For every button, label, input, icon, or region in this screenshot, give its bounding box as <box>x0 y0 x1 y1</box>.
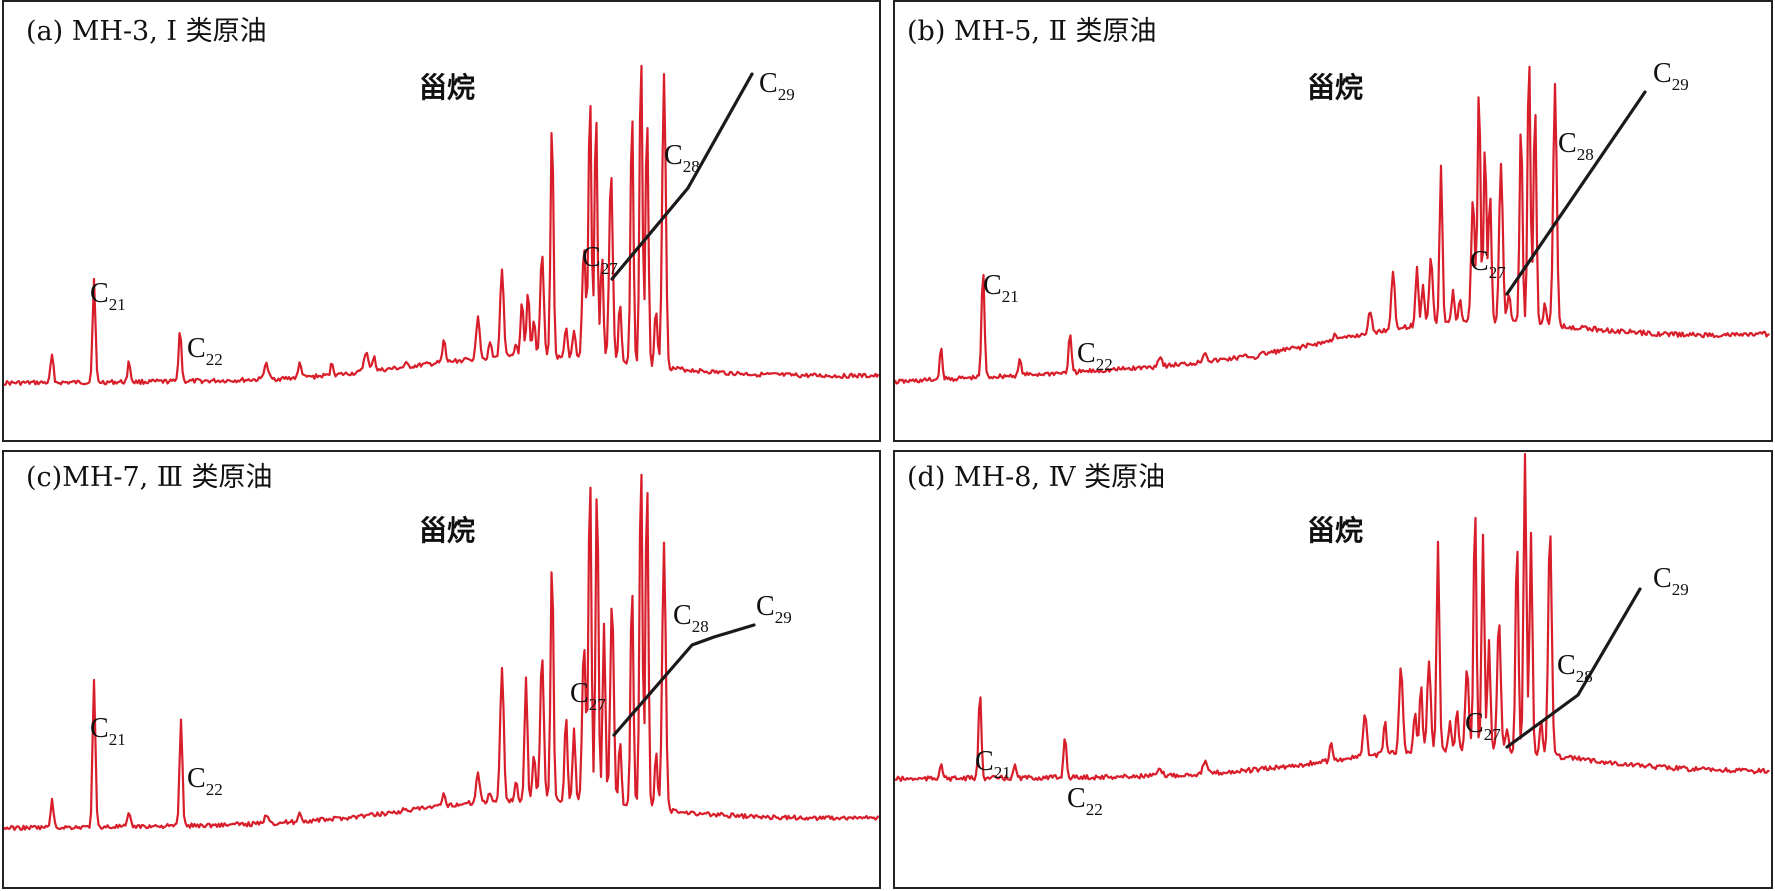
peak-label-c22: C22 <box>1077 338 1113 374</box>
peak-label-letter: C <box>582 242 601 273</box>
chromatogram-trace <box>895 452 1770 782</box>
peak-label-subscript: 29 <box>778 85 795 104</box>
peak-label-subscript: 22 <box>206 780 223 799</box>
peak-label-c21: C21 <box>975 746 1011 782</box>
peak-label-subscript: 21 <box>1002 287 1019 306</box>
peak-label-letter: C <box>1077 338 1096 369</box>
chart-c: (c)MH-7, Ⅲ 类原油 甾烷 C21 C22 C27 C28 C29 <box>4 462 879 831</box>
peak-label-c27: C27 <box>1465 708 1501 744</box>
panel-d: (d) MH-8, Ⅳ 类原油 甾烷 C21 C22 C27 C28 C29 <box>893 450 1773 889</box>
panel-b: (b) MH-5, Ⅱ 类原油 甾烷 C21 C22 C27 C28 C29 <box>893 0 1773 442</box>
peak-label-subscript: 29 <box>1672 580 1689 599</box>
chart-a: (a) MH-3, Ⅰ 类原油 甾烷 C21 C22 C27 C28 C29 <box>4 16 879 386</box>
chromatogram-trace <box>4 473 879 831</box>
peak-label-letter: C <box>1653 563 1672 594</box>
peak-label-c21: C21 <box>90 713 126 749</box>
peak-label-letter: C <box>1067 783 1086 814</box>
peak-label-subscript: 27 <box>589 695 607 714</box>
peak-label-subscript: 27 <box>601 259 619 278</box>
peak-label-c28: C28 <box>1557 650 1593 686</box>
peak-label-letter: C <box>187 333 206 364</box>
compound-label: 甾烷 <box>419 514 475 547</box>
panel-title: (c)MH-7, Ⅲ 类原油 <box>26 462 272 493</box>
compound-label: 甾烷 <box>1307 514 1363 547</box>
panel-title: (a) MH-3, Ⅰ 类原油 <box>26 16 267 47</box>
peak-label-subscript: 27 <box>1489 263 1507 282</box>
peak-label-c28: C28 <box>1558 128 1594 164</box>
chart-d: (d) MH-8, Ⅳ 类原油 甾烷 C21 C22 C27 C28 C29 <box>895 452 1770 819</box>
peak-label-c22: C22 <box>187 763 223 799</box>
peak-label-subscript: 27 <box>1484 725 1502 744</box>
trend-line <box>1505 90 1647 296</box>
compound-label: 甾烷 <box>1307 71 1363 104</box>
chromatogram-trace <box>895 65 1770 385</box>
peak-label-subscript: 28 <box>1577 145 1594 164</box>
peak-label-letter: C <box>1558 128 1577 159</box>
peak-label-letter: C <box>664 140 683 171</box>
peak-label-letter: C <box>1653 58 1672 89</box>
peak-label-subscript: 28 <box>692 617 709 636</box>
peak-label-c27: C27 <box>570 678 606 714</box>
peak-label-c29: C29 <box>759 68 795 104</box>
peak-label-letter: C <box>759 68 778 99</box>
trend-line <box>610 72 754 281</box>
chromatogram-trace <box>4 64 879 386</box>
trend-line <box>1505 587 1642 749</box>
panel-c: (c)MH-7, Ⅲ 类原油 甾烷 C21 C22 C27 C28 C29 <box>2 450 881 889</box>
panel-title: (d) MH-8, Ⅳ 类原油 <box>907 462 1165 493</box>
peak-label-c29: C29 <box>1653 58 1689 94</box>
peak-label-letter: C <box>90 278 109 309</box>
peak-label-subscript: 21 <box>109 295 126 314</box>
peak-label-letter: C <box>1470 246 1489 277</box>
peak-label-letter: C <box>673 600 692 631</box>
peak-label-c29: C29 <box>756 591 792 627</box>
peak-label-subscript: 29 <box>1672 75 1689 94</box>
peak-label-subscript: 28 <box>683 157 700 176</box>
panel-title: (b) MH-5, Ⅱ 类原油 <box>907 16 1157 47</box>
peak-label-c21: C21 <box>90 278 126 314</box>
peak-label-letter: C <box>756 591 775 622</box>
peak-label-subscript: 22 <box>1086 800 1103 819</box>
peak-label-subscript: 22 <box>206 350 223 369</box>
peak-label-c22: C22 <box>187 333 223 369</box>
peak-label-c27: C27 <box>1470 246 1506 282</box>
peak-label-c29: C29 <box>1653 563 1689 599</box>
peak-label-letter: C <box>90 713 109 744</box>
peak-label-c22: C22 <box>1067 783 1103 819</box>
peak-label-letter: C <box>983 270 1002 301</box>
peak-label-letter: C <box>1557 650 1576 681</box>
peak-label-c21: C21 <box>983 270 1019 306</box>
peak-label-c27: C27 <box>582 242 618 278</box>
trend-line <box>612 623 756 737</box>
peak-label-letter: C <box>975 746 994 777</box>
peak-label-letter: C <box>187 763 206 794</box>
peak-label-subscript: 21 <box>109 730 126 749</box>
peak-label-subscript: 21 <box>994 763 1011 782</box>
peak-label-subscript: 28 <box>1576 667 1593 686</box>
peak-label-subscript: 22 <box>1096 355 1113 374</box>
peak-label-c28: C28 <box>664 140 700 176</box>
peak-label-letter: C <box>570 678 589 709</box>
peak-label-c28: C28 <box>673 600 709 636</box>
peak-label-subscript: 29 <box>775 608 792 627</box>
chart-b: (b) MH-5, Ⅱ 类原油 甾烷 C21 C22 C27 C28 C29 <box>895 16 1770 385</box>
compound-label: 甾烷 <box>419 71 475 104</box>
panel-a: (a) MH-3, Ⅰ 类原油 甾烷 C21 C22 C27 C28 C29 <box>2 0 881 442</box>
peak-label-letter: C <box>1465 708 1484 739</box>
